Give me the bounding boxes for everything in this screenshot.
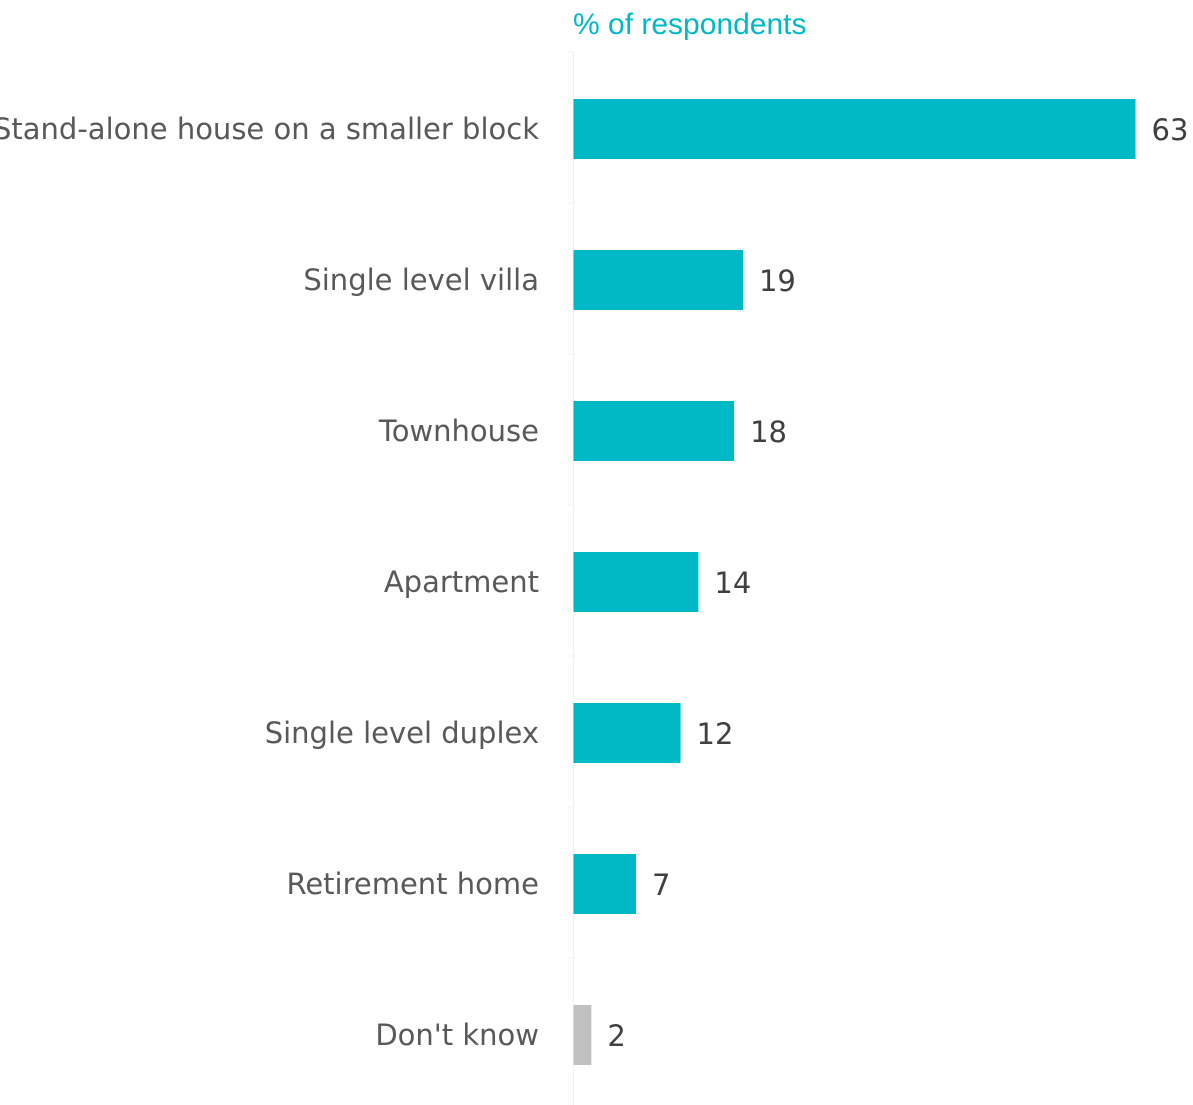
data-label: 12 bbox=[697, 717, 734, 751]
bar bbox=[573, 552, 699, 612]
category-label: Single level duplex bbox=[265, 716, 539, 750]
data-label: 63 bbox=[1152, 113, 1189, 147]
bar bbox=[573, 99, 1136, 159]
category-labels: Stand-alone house on a smaller block Sing… bbox=[0, 112, 539, 1052]
category-label: Apartment bbox=[384, 565, 539, 599]
axis-title: % of respondents bbox=[573, 8, 806, 41]
bar-series bbox=[573, 99, 1136, 1065]
data-label: 2 bbox=[607, 1019, 625, 1053]
data-label: 18 bbox=[750, 415, 787, 449]
category-label: Single level villa bbox=[303, 263, 539, 297]
bar bbox=[573, 854, 636, 914]
bar bbox=[573, 1005, 592, 1065]
bar bbox=[573, 401, 735, 461]
axis-ticks bbox=[567, 51, 574, 959]
data-label: 19 bbox=[759, 264, 796, 298]
category-label: Retirement home bbox=[286, 867, 539, 901]
category-label: Don't know bbox=[375, 1018, 539, 1052]
data-label: 7 bbox=[652, 868, 670, 902]
data-label: 14 bbox=[714, 566, 751, 600]
bar bbox=[573, 703, 681, 763]
category-label: Stand-alone house on a smaller block bbox=[0, 112, 539, 146]
bar bbox=[573, 250, 743, 310]
value-labels: 63 19 18 14 12 7 2 bbox=[607, 113, 1188, 1053]
category-label: Townhouse bbox=[378, 414, 539, 448]
